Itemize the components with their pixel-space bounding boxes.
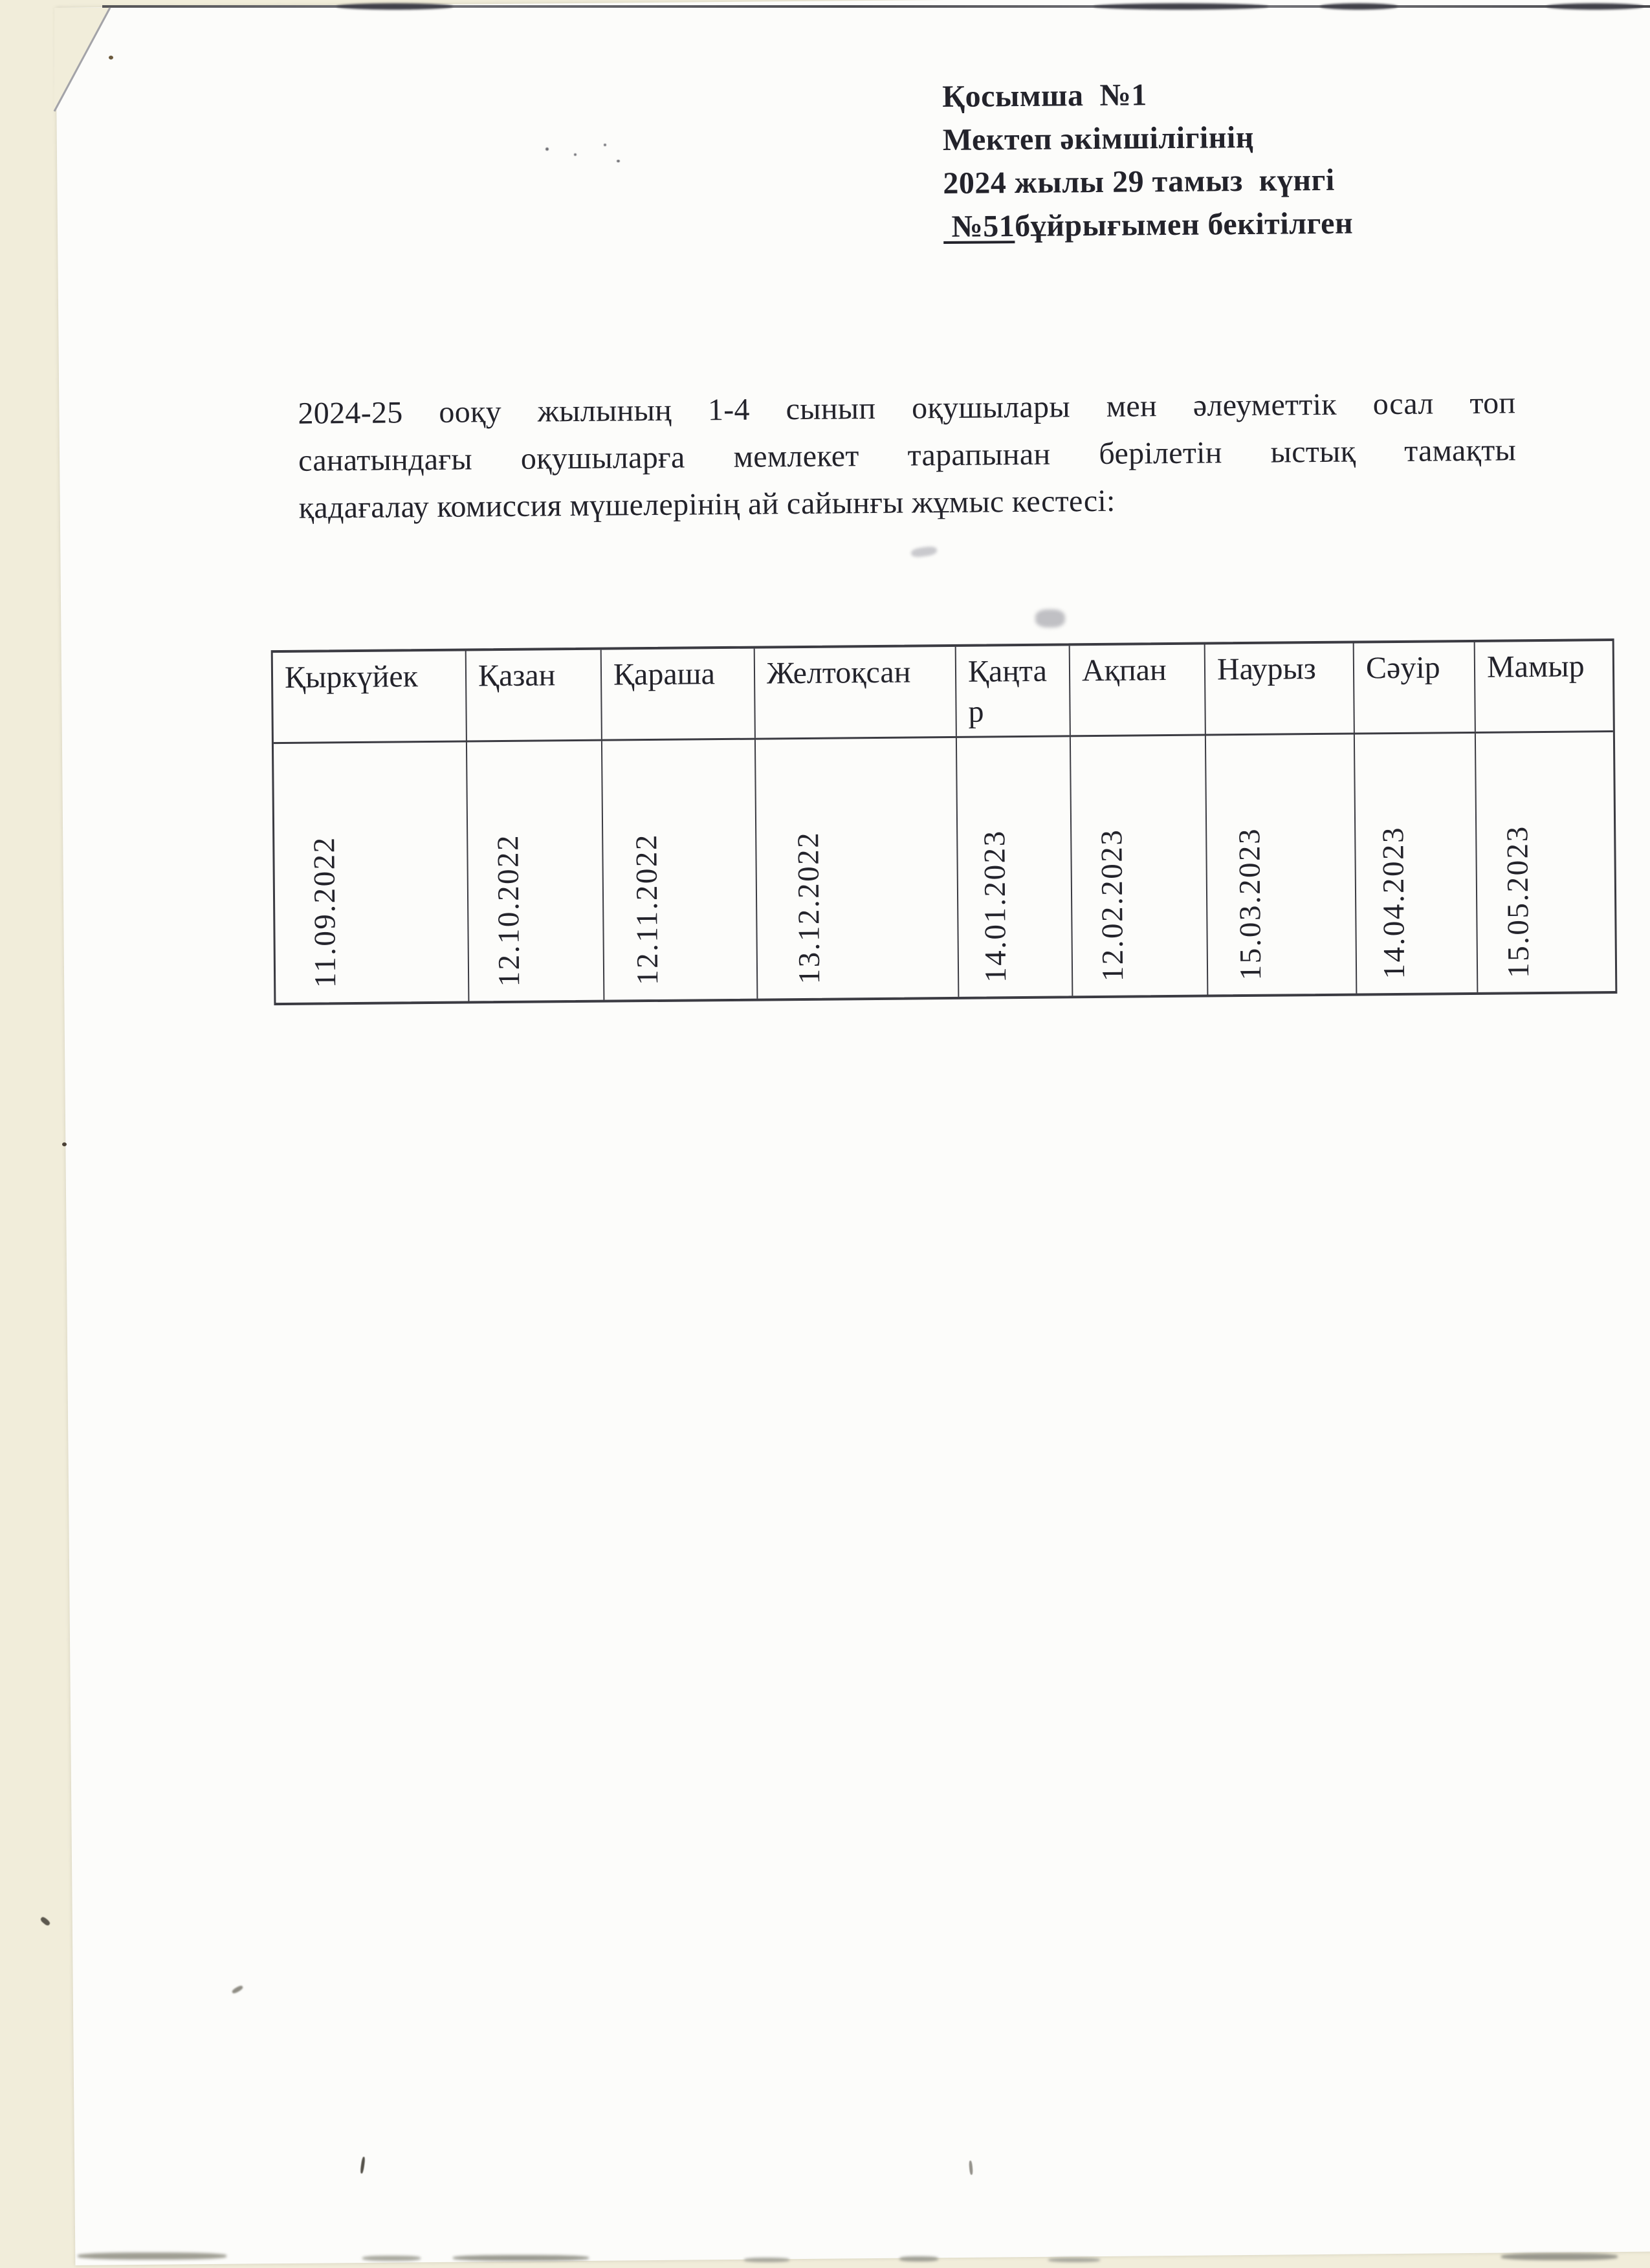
rotated-date: 14.04.2023 — [1376, 825, 1412, 979]
month-header-cell: Қазан — [465, 649, 601, 741]
scan-smudge — [1501, 2253, 1618, 2260]
approval-line-appendix: Қосымша №1 — [942, 78, 1148, 114]
rotated-date: 13.12.2022 — [791, 831, 826, 985]
scan-top-edge-blob — [1094, 3, 1268, 10]
date-cell: 13.12.2022 — [754, 737, 958, 999]
scan-smudge — [362, 2256, 421, 2261]
scan-speck — [574, 153, 577, 156]
scan-speck — [545, 147, 549, 151]
rotated-date: 15.03.2023 — [1232, 827, 1268, 981]
rotated-date: 11.09.2022 — [307, 836, 343, 988]
folded-corner — [53, 7, 111, 112]
date-cell: 15.03.2023 — [1204, 734, 1356, 995]
monthly-schedule-table: Қыркүйек Қазан Қараша Желтоқсан Қаңтар А… — [270, 638, 1618, 1006]
rotated-date: 14.01.2023 — [977, 829, 1013, 983]
month-header-cell: Ақпан — [1068, 644, 1205, 736]
month-header-cell: Сәуір — [1352, 642, 1475, 733]
month-header-cell: Наурыз — [1204, 643, 1354, 734]
approval-block: Қосымша №1 Мектеп әкімшілігінің 2024 жыл… — [942, 72, 1353, 249]
date-cell: 11.09.2022 — [274, 743, 468, 1003]
scan-speck — [604, 144, 606, 146]
month-header-cell: Қаңтар — [954, 646, 1070, 736]
scan-smudge — [453, 2255, 589, 2261]
date-cell: 14.01.2023 — [955, 737, 1072, 997]
scan-smudge — [1048, 2258, 1100, 2262]
scan-smudge — [78, 2252, 226, 2260]
table-header-row: Қыркүйек Қазан Қараша Желтоқсан Қаңтар А… — [272, 641, 1613, 745]
date-cell: 14.04.2023 — [1353, 733, 1477, 994]
rotated-date: 15.05.2023 — [1501, 824, 1536, 978]
date-cell: 15.05.2023 — [1474, 732, 1616, 992]
scan-speck — [617, 160, 620, 162]
date-cell: 12.10.2022 — [465, 741, 604, 1001]
month-header-cell: Қараша — [600, 648, 754, 739]
order-number-rest: бұйрығымен бекітілген — [1015, 206, 1354, 244]
scan-smudge — [744, 2258, 789, 2262]
paper-sheet: Қосымша №1 Мектеп әкімшілігінің 2024 жыл… — [56, 0, 1650, 2265]
scan-speck — [62, 1142, 67, 1146]
scan-top-edge-blob — [1546, 3, 1644, 10]
month-header-cell: Қыркүйек — [284, 659, 419, 695]
scan-top-edge-blob — [336, 3, 453, 10]
date-cell: 12.11.2022 — [600, 739, 757, 1000]
intro-paragraph: 2024-25 ооқу жылының 1-4 сынып оқушылары… — [298, 379, 1517, 531]
intro-line: қадағалау комиссия мүшелерінің ай сайынғ… — [298, 483, 1116, 525]
rotated-date: 12.11.2022 — [630, 833, 665, 986]
month-header-cell: Мамыр — [1473, 641, 1613, 732]
fold-shadow-line — [53, 7, 111, 112]
scan-speck — [109, 56, 113, 60]
scan-top-edge-blob — [1320, 3, 1398, 10]
rotated-date: 12.10.2022 — [491, 833, 527, 987]
approval-line-order: №51бұйрығымен бекітілген — [943, 202, 1354, 249]
month-header-cell: Желтоқсан — [753, 646, 956, 738]
scan-top-edge-line — [102, 5, 1650, 8]
order-number-underlined: №51 — [943, 209, 1015, 245]
date-cell: 12.02.2023 — [1069, 736, 1207, 996]
rotated-date: 12.02.2023 — [1095, 828, 1130, 982]
scan-smudge — [899, 2256, 938, 2262]
scan-smudge — [1035, 609, 1065, 627]
table-date-row: 11.09.2022 12.10.2022 12.11.2022 13.12.2… — [274, 732, 1616, 1003]
approval-line-date: 2024 жылы 29 тамыз күнгі — [943, 162, 1335, 201]
scan-smudge — [39, 1915, 51, 1927]
approval-line-administration: Мектеп әкімшілігінің — [942, 120, 1255, 158]
